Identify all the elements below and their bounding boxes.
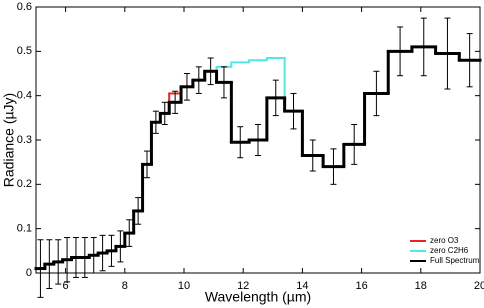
legend-label: zero C2H6 — [430, 246, 469, 255]
error-bar — [37, 239, 44, 298]
error-bar — [444, 17, 451, 90]
y-tick-label: 0.4 — [17, 90, 32, 102]
error-bar — [117, 230, 124, 263]
error-bar — [135, 197, 142, 225]
error-bar — [144, 150, 150, 179]
error-bar — [99, 234, 106, 272]
x-tick-label: 20 — [474, 280, 484, 292]
series — [215, 56, 286, 112]
error-bar — [161, 101, 168, 125]
x-axis-label: Wavelength (µm) — [205, 289, 311, 305]
error-bar — [81, 237, 88, 278]
y-axis-label: Radiance (µJy) — [1, 93, 17, 187]
x-tick-label: 8 — [122, 280, 128, 292]
x-tick-label: 12 — [237, 280, 249, 292]
error-bar — [172, 90, 179, 114]
error-bar — [46, 239, 53, 290]
error-bar — [373, 70, 380, 117]
error-bar — [237, 126, 244, 159]
error-bar — [207, 57, 214, 86]
error-bar — [183, 73, 190, 101]
error-bar — [272, 79, 279, 117]
error-bar — [72, 237, 79, 278]
y-tick-label: 0.3 — [17, 134, 32, 146]
y-tick-label: 0.1 — [17, 223, 32, 235]
y-tick-label: 0.5 — [17, 45, 32, 57]
error-bar — [351, 123, 358, 165]
error-bar — [126, 219, 133, 247]
error-bar — [64, 237, 71, 283]
x-tick-label: 6 — [63, 280, 69, 292]
y-tick-label: 0 — [26, 267, 32, 279]
y-tick-label: 0.6 — [17, 1, 32, 13]
legend-label: Full Spectrum — [430, 256, 480, 265]
y-tick-label: 0.2 — [17, 178, 32, 190]
error-bar — [466, 33, 473, 88]
x-tick-label: 10 — [178, 280, 190, 292]
x-tick-label: 16 — [355, 280, 367, 292]
error-bar — [309, 139, 316, 172]
error-bar — [420, 17, 427, 77]
error-bar — [108, 234, 115, 267]
error-bar — [152, 110, 159, 134]
error-bar — [330, 148, 337, 185]
error-bar — [255, 123, 261, 157]
legend-label: zero O3 — [430, 236, 459, 245]
error-bar — [290, 92, 297, 130]
error-bar — [397, 26, 404, 77]
error-bar — [220, 66, 227, 99]
x-tick-label: 14 — [296, 280, 308, 292]
error-bar — [55, 239, 62, 285]
plot-frame — [35, 6, 481, 274]
error-bar — [195, 66, 202, 94]
x-tick-label: 18 — [415, 280, 427, 292]
